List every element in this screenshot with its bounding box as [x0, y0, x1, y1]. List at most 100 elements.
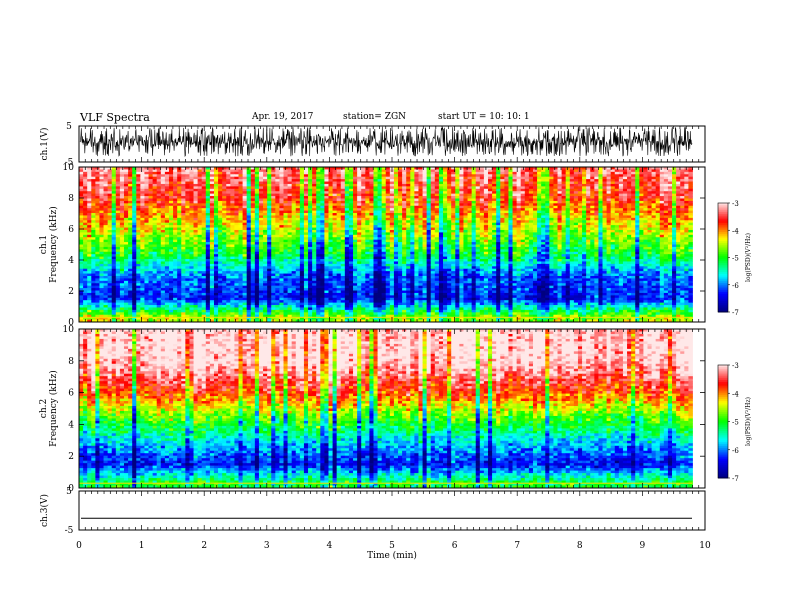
ch1-spectrogram-cell [504, 217, 509, 221]
ch1-spectrogram-cell [520, 181, 526, 185]
ch1-spectrogram-cell [594, 234, 599, 238]
ch1-spectrogram-cell [361, 208, 366, 211]
ch1-spectrogram-cell [357, 222, 362, 226]
ch1-spectrogram-cell [295, 210, 301, 214]
ch1-spectrogram-cell [655, 239, 661, 243]
ch1-spectrogram-cell [676, 205, 681, 209]
ch1-spectrogram-cell [275, 229, 280, 233]
ch1-spectrogram-cell [492, 188, 497, 192]
ch1-spectrogram-cell [524, 193, 530, 197]
ch1-spectrogram-cell [508, 227, 513, 231]
ch1-spectrogram-cell [156, 246, 162, 250]
ch1-spectrogram-cell [426, 179, 432, 182]
ch1-spectrogram-cell [398, 227, 403, 231]
ch1-spectrogram-cell [189, 174, 194, 178]
ch1-spectrogram-cell [197, 232, 203, 236]
ch1-spectrogram-cell [189, 220, 194, 224]
ch1-spectrogram-cell [238, 203, 243, 207]
ch1-spectrogram-cell [353, 191, 358, 195]
ch1-spectrogram-cell [263, 232, 268, 236]
ch1-spectrogram-cell [577, 179, 583, 182]
ch1-spectrogram-cell [267, 169, 272, 173]
ch1-spectrogram-cell [438, 232, 444, 236]
ch1-spectrogram-cell [287, 208, 293, 211]
ch1-spectrogram-cell [643, 169, 648, 173]
ch1-spectrogram-cell [565, 183, 571, 187]
ch1-spectrogram-cell [614, 200, 620, 204]
ch1-spectrogram-cell [598, 232, 603, 236]
ch1-spectrogram-cell [455, 220, 460, 224]
ch1-spectrogram-cell [569, 217, 575, 221]
ch1-spectrogram-cell [635, 200, 640, 204]
ch1-spectrogram-cell [467, 227, 473, 231]
ch1-spectrogram-cell [279, 174, 284, 178]
ch1-spectrogram-cell [287, 176, 293, 180]
ch1-spectrogram-cell [582, 179, 587, 182]
ch1-spectrogram-cell [455, 198, 460, 202]
ch1-spectrogram-cell [381, 232, 387, 236]
ch1-spectrogram-cell [83, 191, 88, 195]
ch1-spectrogram-cell [123, 244, 129, 248]
ch1-spectrogram-cell [647, 196, 652, 199]
ch1-spectrogram-cell [524, 183, 530, 187]
ch1-spectrogram-cell [87, 246, 92, 250]
ch1-spectrogram-cell [328, 169, 333, 173]
ch1-spectrogram-cell [303, 213, 309, 216]
ch1-spectrogram-cell [573, 232, 579, 236]
ch1-spectrogram-cell [279, 169, 284, 173]
ch1-spectrogram-cell [185, 232, 190, 236]
ch1-spectrogram-cell [639, 229, 644, 233]
ch1-spectrogram-cell [128, 213, 133, 216]
ch1-spectrogram-cell [647, 176, 652, 180]
ch1-spectrogram-cell [369, 174, 374, 178]
ch1-spectrogram-cell [393, 229, 399, 233]
ch1-spectrogram-cell [246, 198, 252, 202]
ch1-spectrogram-cell [479, 191, 485, 195]
ch1-spectrogram-cell [365, 210, 370, 214]
ch1-spectrogram-cell [512, 169, 518, 173]
ch1-spectrogram-cell [639, 217, 644, 221]
ch1-spectrogram-cell [622, 215, 628, 219]
ch1-spectrogram-cell [123, 232, 129, 236]
ch1-spectrogram-cell [451, 244, 456, 248]
ch1-spectrogram-cell [250, 229, 256, 233]
ch1-spectrogram-cell [250, 217, 256, 221]
ch1-spectrogram-cell [639, 203, 644, 207]
ch1-spectrogram-cell [631, 169, 636, 173]
ch1-spectrogram-cell [459, 169, 464, 173]
ch1-spectrogram-cell [602, 171, 607, 175]
ch1-spectrogram-cell [500, 203, 505, 207]
ch1-spectrogram-cell [193, 220, 199, 224]
ch1-spectrogram-cell [577, 203, 583, 207]
ch1-spectrogram-cell [434, 227, 440, 231]
ch1-spectrogram-cell [545, 176, 550, 180]
ch1-spectrogram-cell [594, 169, 599, 173]
ch1-spectrogram-cell [193, 169, 199, 173]
ch1-spectrogram-cell [226, 222, 231, 226]
ch1-spectrogram-cell [398, 181, 403, 185]
ch1-spectrogram-cell [557, 213, 562, 216]
ch1-spectrogram-cell [160, 220, 166, 224]
ch1-spectrogram-cell [676, 188, 681, 192]
ch1-spectrogram-cell [205, 188, 211, 192]
ch1-spectrogram-cell [622, 174, 628, 178]
ch1-spectrogram-cell [402, 237, 407, 241]
ch1-spectrogram-cell [381, 193, 387, 197]
ch1-spectrogram-cell [471, 171, 477, 175]
ch1-spectrogram-cell [639, 242, 644, 245]
ch1-spectrogram-cell [201, 198, 207, 202]
ch1-spectrogram-cell [258, 239, 264, 243]
ch1-spectrogram-cell [275, 169, 280, 173]
ch1-spectrogram-cell [614, 191, 620, 195]
ch1-spectrogram-cell [246, 171, 252, 175]
ch1-spectrogram-cell [213, 200, 219, 204]
ch1-spectrogram-cell [447, 220, 452, 224]
ch1-spectrogram-cell [348, 220, 354, 224]
ch1-spectrogram-cell [680, 229, 685, 233]
ch1-spectrogram-cell [528, 205, 534, 209]
ch1-spectrogram-cell [467, 208, 473, 211]
ch1-spectrogram-cell [238, 193, 243, 197]
ch1-spectrogram-cell [532, 176, 538, 180]
ch1-spectrogram-cell [283, 169, 288, 173]
ch1-spectrogram-cell [590, 229, 595, 233]
